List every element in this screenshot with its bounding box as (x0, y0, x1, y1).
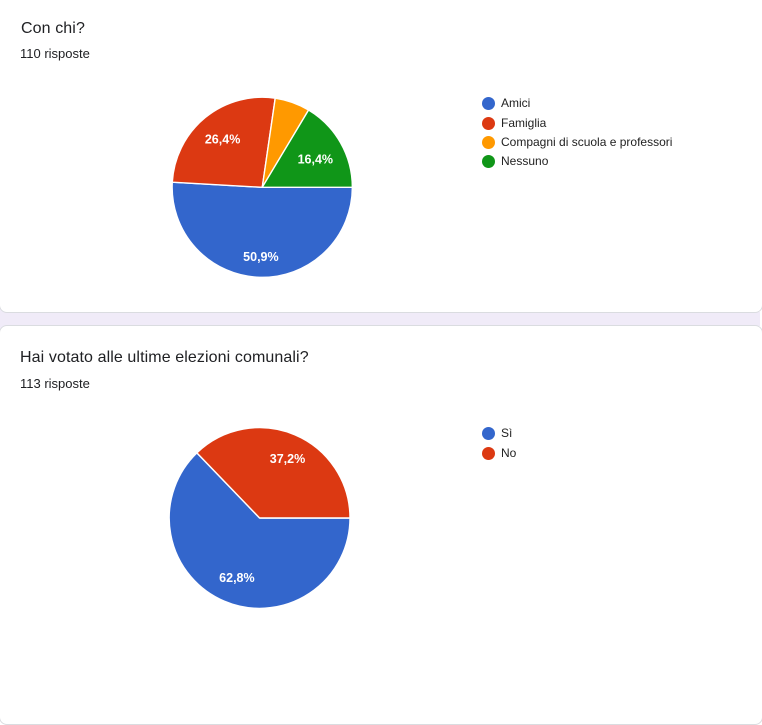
svg-text:26,4%: 26,4% (205, 133, 240, 147)
svg-text:16,4%: 16,4% (298, 152, 333, 166)
svg-text:62,8%: 62,8% (219, 571, 254, 585)
svg-text:50,9%: 50,9% (243, 250, 278, 264)
svg-text:37,2%: 37,2% (270, 452, 305, 466)
